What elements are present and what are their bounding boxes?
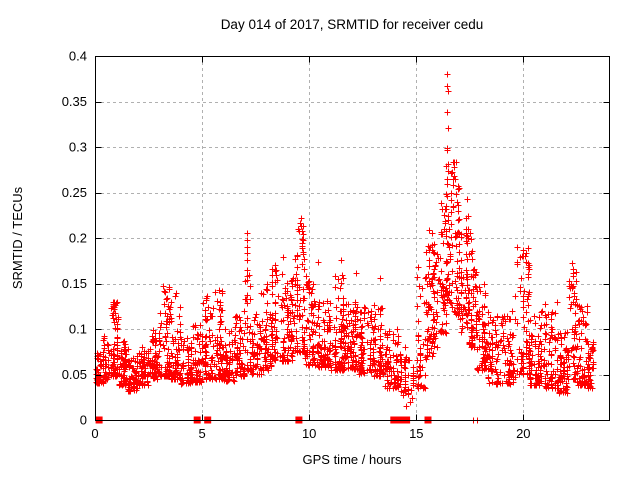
chart-title: Day 014 of 2017, SRMTID for receiver ced…: [221, 17, 484, 32]
y-tick-label: 0.35: [62, 94, 87, 109]
y-tick-label: 0.1: [69, 322, 87, 337]
y-tick-label: 0.15: [62, 276, 87, 291]
data-points: [93, 71, 597, 424]
plot-frame: [95, 56, 610, 421]
x-tick-label: 15: [409, 426, 423, 441]
y-tick-label: 0.05: [62, 367, 87, 382]
scatter-points-path: [93, 71, 597, 424]
y-tick-label: 0.3: [69, 140, 87, 155]
y-tick-label: 0.4: [69, 49, 87, 64]
x-tick-label: 5: [198, 426, 205, 441]
tick-labels: 0 5 10 15 20 0 0.05 0.1 0.15 0.2 0.25 0.3 0.35 0.4: [62, 49, 531, 442]
x-tick-label: 10: [302, 426, 316, 441]
x-axis-label: GPS time / hours: [303, 452, 402, 467]
y-axis-label: SRMTID / TECUs: [10, 186, 25, 289]
tick-marks: [95, 56, 610, 421]
y-tick-label: 0.25: [62, 185, 87, 200]
y-tick-label: 0.2: [69, 231, 87, 246]
x-tick-label: 0: [91, 426, 98, 441]
y-tick-label: 0: [80, 413, 87, 428]
x-tick-label: 20: [516, 426, 530, 441]
